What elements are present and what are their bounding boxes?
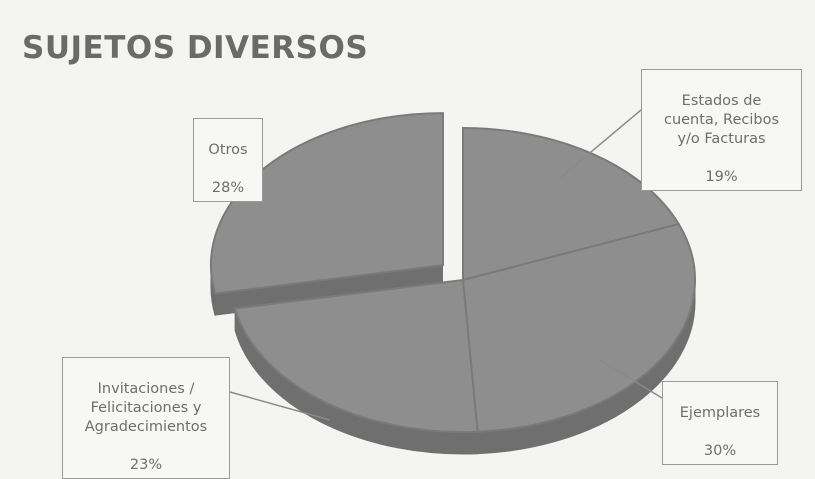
slice-invitaciones (233, 278, 479, 433)
slice-label-otros-text: Otros (208, 142, 248, 158)
slice-value-invitaciones: 23% (129, 457, 163, 473)
slice-value-ejemplares: 30% (703, 443, 737, 459)
slice-ejemplares (461, 222, 696, 433)
leader-line-ejemplares (599, 359, 663, 399)
slice-value-estados: 19% (705, 169, 738, 185)
pie-chart (210, 109, 696, 455)
slice-estados (462, 126, 681, 282)
chart-area: SUJETOS DIVERSOS Estados de cuenta, Reci… (22, 30, 802, 479)
slice-label-ejemplares-text: Ejemplares (679, 405, 761, 421)
slice-label-otros: Otros 28% (193, 118, 263, 202)
slice-value-otros: 28% (211, 180, 245, 196)
slice-label-estados: Estados de cuenta, Recibos y/o Facturas … (641, 69, 802, 191)
slice-label-estados-text: Estados de cuenta, Recibos y/o Facturas (663, 93, 780, 147)
leader-line-estados (557, 109, 642, 180)
slice-label-invitaciones-text: Invitaciones / Felicitaciones y Agradeci… (84, 381, 208, 435)
slice-otros (210, 112, 444, 295)
leader-line-invitaciones (229, 391, 331, 421)
slice-label-ejemplares: Ejemplares 30% (662, 381, 778, 465)
chart-title: SUJETOS DIVERSOS (22, 30, 369, 66)
slice-label-invitaciones: Invitaciones / Felicitaciones y Agradeci… (62, 357, 230, 479)
